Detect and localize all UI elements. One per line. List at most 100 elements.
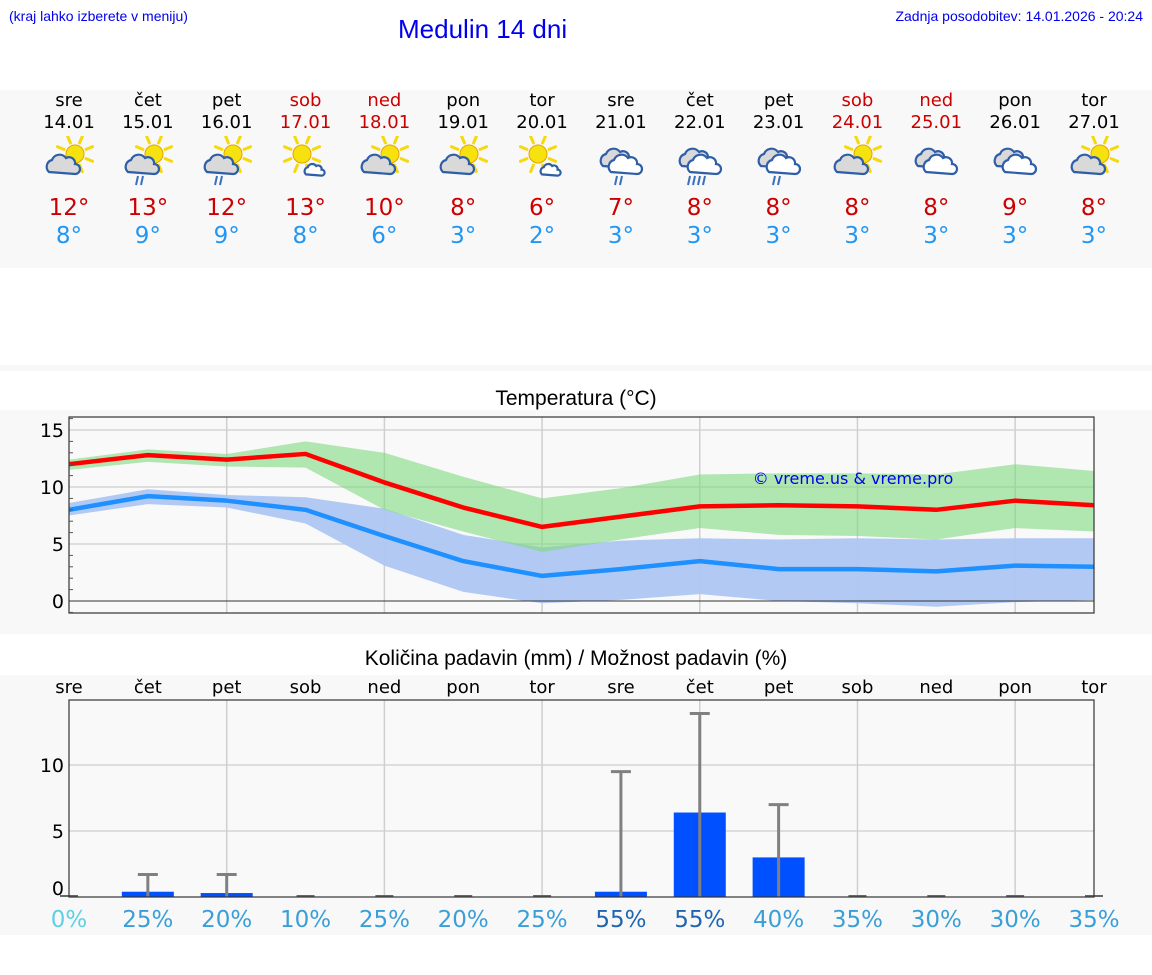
- precip-day-label: čet: [134, 677, 162, 698]
- sun-cloud-icon: [45, 136, 95, 176]
- empty-area: [0, 268, 1152, 368]
- day-date: 21.01: [595, 112, 647, 133]
- day-column: ned 18.01 10° 6°: [345, 90, 424, 250]
- precip-probability: 25%: [359, 907, 410, 933]
- precip-day-label: sre: [55, 677, 82, 698]
- temp-max: 12°: [48, 195, 90, 221]
- day-date: 19.01: [437, 112, 489, 133]
- temp-min: 8°: [292, 223, 319, 249]
- precip-day-label: tor: [529, 677, 555, 698]
- day-name: pon: [998, 90, 1033, 111]
- y-tick-label: 5: [52, 534, 64, 556]
- precip-probability: 10%: [280, 907, 331, 933]
- precip-probability: 35%: [1068, 907, 1119, 933]
- temp-min: 3°: [450, 223, 477, 249]
- precip-day-label: sob: [842, 677, 874, 698]
- day-name: sob: [289, 90, 322, 111]
- page-title: Medulin 14 dni: [398, 14, 568, 44]
- day-name: sob: [841, 90, 874, 111]
- mostly-sunny-icon: [282, 136, 326, 177]
- sun-cloud-light-rain-icon: [203, 136, 252, 186]
- day-column: pon 26.01 9° 3°: [976, 90, 1055, 250]
- menu-hint: (kraj lahko izberete v meniju): [9, 8, 188, 24]
- day-name: ned: [367, 90, 402, 111]
- day-column: čet 15.01 13° 9°: [108, 90, 187, 250]
- temp-min: 9°: [213, 223, 240, 249]
- day-date: 25.01: [910, 112, 963, 133]
- day-date: 24.01: [831, 112, 884, 133]
- precip-day-label: čet: [686, 677, 714, 698]
- day-date: 20.01: [516, 112, 568, 133]
- precip-day-label: pon: [998, 677, 1032, 698]
- temp-min: 3°: [765, 223, 792, 249]
- precipitation-chart: sre čet pet sob ned pon tor sre čet pet sob ned pon t…: [40, 677, 1120, 933]
- day-column: ned 25.01 8° 3°: [897, 90, 976, 250]
- day-name: pet: [211, 90, 242, 111]
- day-name: tor: [1081, 90, 1107, 111]
- precip-probability: 20%: [201, 907, 252, 933]
- temp-max: 7°: [607, 195, 634, 221]
- day-date: 18.01: [358, 112, 411, 133]
- day-date: 14.01: [43, 112, 95, 133]
- temp-max: 8°: [686, 195, 713, 221]
- day-column: tor 27.01 8° 3°: [1055, 90, 1134, 250]
- temperature-chart: © vreme.us & vreme.pro 0 5 10 15: [40, 416, 1095, 614]
- day-name: pon: [446, 90, 481, 111]
- precip-probability: 55%: [674, 907, 725, 933]
- day-date: 27.01: [1068, 112, 1120, 133]
- temp-max: 12°: [206, 195, 248, 221]
- precip-day-label: sre: [607, 677, 634, 698]
- day-name: ned: [919, 90, 954, 111]
- day-date: 17.01: [279, 112, 332, 133]
- cloudy-icon: [914, 147, 959, 176]
- precip-probability: 30%: [911, 907, 962, 933]
- day-name: sre: [607, 90, 635, 111]
- precip-day-label: pet: [764, 677, 794, 698]
- day-column: sre 14.01 12° 8°: [30, 90, 109, 250]
- precip-day-label: sob: [290, 677, 322, 698]
- sun-cloud-icon: [439, 136, 489, 176]
- temp-max: 13°: [285, 195, 326, 221]
- day-name: čet: [133, 90, 162, 111]
- temperature-chart-title: Temperatura (°C): [495, 387, 657, 410]
- temp-min: 8°: [55, 223, 83, 249]
- temp-max: 8°: [844, 195, 871, 221]
- temp-max: 8°: [450, 195, 477, 221]
- y-tick-label: 10: [40, 755, 64, 777]
- y-tick-label: 5: [52, 821, 64, 843]
- y-tick-label: 10: [40, 477, 64, 499]
- precip-probability: 30%: [990, 907, 1041, 933]
- temp-max: 8°: [765, 195, 792, 221]
- y-tick-label: 0: [52, 591, 64, 613]
- precip-probability: 55%: [595, 907, 646, 933]
- day-date: 15.01: [122, 112, 174, 133]
- day-name: čet: [685, 90, 714, 111]
- temp-min: 3°: [1002, 223, 1029, 249]
- temp-min: 9°: [134, 223, 161, 249]
- cloudy-rain-icon: [678, 147, 722, 186]
- precip-probability: 40%: [753, 907, 804, 933]
- day-column: sob 17.01 13° 8°: [266, 90, 345, 250]
- day-date: 23.01: [752, 112, 805, 133]
- watermark: © vreme.us & vreme.pro: [753, 469, 954, 488]
- temp-max: 8°: [923, 195, 950, 221]
- day-column: pon 19.01 8° 3°: [424, 90, 503, 250]
- day-column: sob 24.01 8° 3°: [818, 90, 897, 250]
- temp-min: 6°: [371, 223, 398, 249]
- day-column: čet 22.01 8° 3°: [660, 90, 739, 250]
- y-tick-label: 15: [40, 420, 64, 442]
- precip-probability: 0%: [51, 907, 88, 933]
- sun-cloud-icon: [834, 136, 883, 176]
- temp-max: 8°: [1080, 195, 1108, 221]
- precip-probability: 25%: [517, 907, 568, 933]
- temp-min: 3°: [686, 223, 713, 249]
- day-name: sre: [55, 90, 83, 111]
- day-column: pet 16.01 12° 9°: [187, 90, 266, 250]
- precip-day-label: pon: [446, 677, 480, 698]
- cloudy-icon: [993, 147, 1038, 176]
- cloudy-light-rain-icon: [757, 147, 801, 186]
- day-column: tor 20.01 6° 2°: [503, 90, 582, 250]
- precip-probability: 25%: [122, 907, 173, 933]
- day-name: tor: [529, 90, 555, 111]
- day-date: 26.01: [989, 112, 1041, 133]
